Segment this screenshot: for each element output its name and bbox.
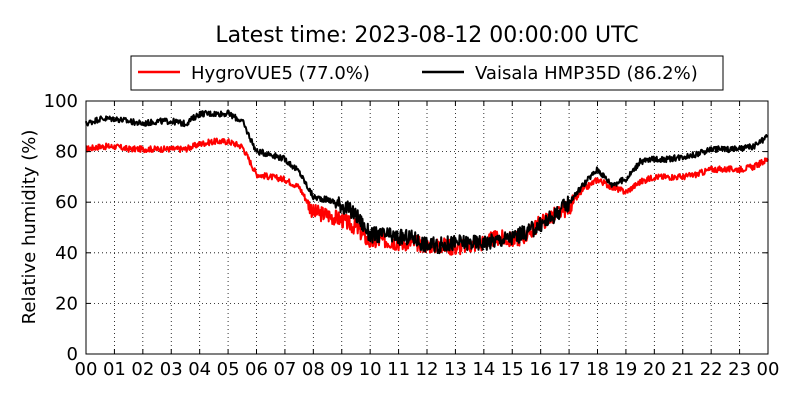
x-tick-label: 19 bbox=[614, 359, 637, 380]
x-tick-label: 21 bbox=[671, 359, 694, 380]
x-tick-label: 18 bbox=[586, 359, 609, 380]
chart-title: Latest time: 2023-08-12 00:00:00 UTC bbox=[215, 23, 638, 48]
x-axis-ticks: 00 01 02 03 04 05 06 07 08 09 10 11 12 13 14 15 16 17 18 19… bbox=[75, 101, 780, 380]
x-tick-label: 13 bbox=[444, 359, 467, 380]
x-tick-label: 03 bbox=[160, 359, 183, 380]
x-tick-label: 15 bbox=[501, 359, 524, 380]
x-tick-label: 06 bbox=[245, 359, 268, 380]
x-tick-label: 10 bbox=[359, 359, 382, 380]
x-tick-label: 08 bbox=[302, 359, 325, 380]
y-tick-label: 60 bbox=[55, 192, 78, 213]
y-tick-label: 40 bbox=[55, 243, 78, 264]
x-tick-label: 14 bbox=[472, 359, 495, 380]
x-tick-label: 16 bbox=[529, 359, 552, 380]
x-tick-label: 02 bbox=[131, 359, 154, 380]
x-tick-label: 07 bbox=[273, 359, 296, 380]
x-tick-label: 12 bbox=[416, 359, 439, 380]
x-tick-label: 20 bbox=[643, 359, 666, 380]
x-tick-label: 23 bbox=[728, 359, 751, 380]
x-tick-label: 00 bbox=[75, 359, 98, 380]
legend-label-vaisala: Vaisala HMP35D (86.2%) bbox=[475, 63, 698, 84]
x-tick-label: 09 bbox=[330, 359, 353, 380]
y-axis-label: Relative humidity (%) bbox=[19, 130, 40, 325]
x-tick-label: 22 bbox=[700, 359, 723, 380]
x-tick-label: 05 bbox=[217, 359, 240, 380]
x-tick-label: 00 bbox=[757, 359, 780, 380]
legend-label-hygrovue5: HygroVUE5 (77.0%) bbox=[191, 63, 370, 84]
legend: HygroVUE5 (77.0%) Vaisala HMP35D (86.2%) bbox=[130, 55, 724, 91]
y-axis-ticks: 0 20 40 60 80 100 bbox=[44, 91, 768, 365]
y-tick-label: 100 bbox=[44, 91, 78, 112]
y-tick-label: 80 bbox=[55, 142, 78, 163]
y-tick-label: 20 bbox=[55, 293, 78, 314]
series-line-1 bbox=[85, 109, 769, 255]
x-tick-label: 17 bbox=[558, 359, 581, 380]
x-tick-label: 11 bbox=[387, 359, 410, 380]
x-tick-label: 04 bbox=[188, 359, 211, 380]
series-layer bbox=[85, 109, 769, 256]
grid bbox=[85, 100, 769, 355]
x-tick-label: 01 bbox=[103, 359, 126, 380]
y-tick-label: 0 bbox=[67, 344, 78, 365]
plot-area bbox=[85, 100, 769, 355]
